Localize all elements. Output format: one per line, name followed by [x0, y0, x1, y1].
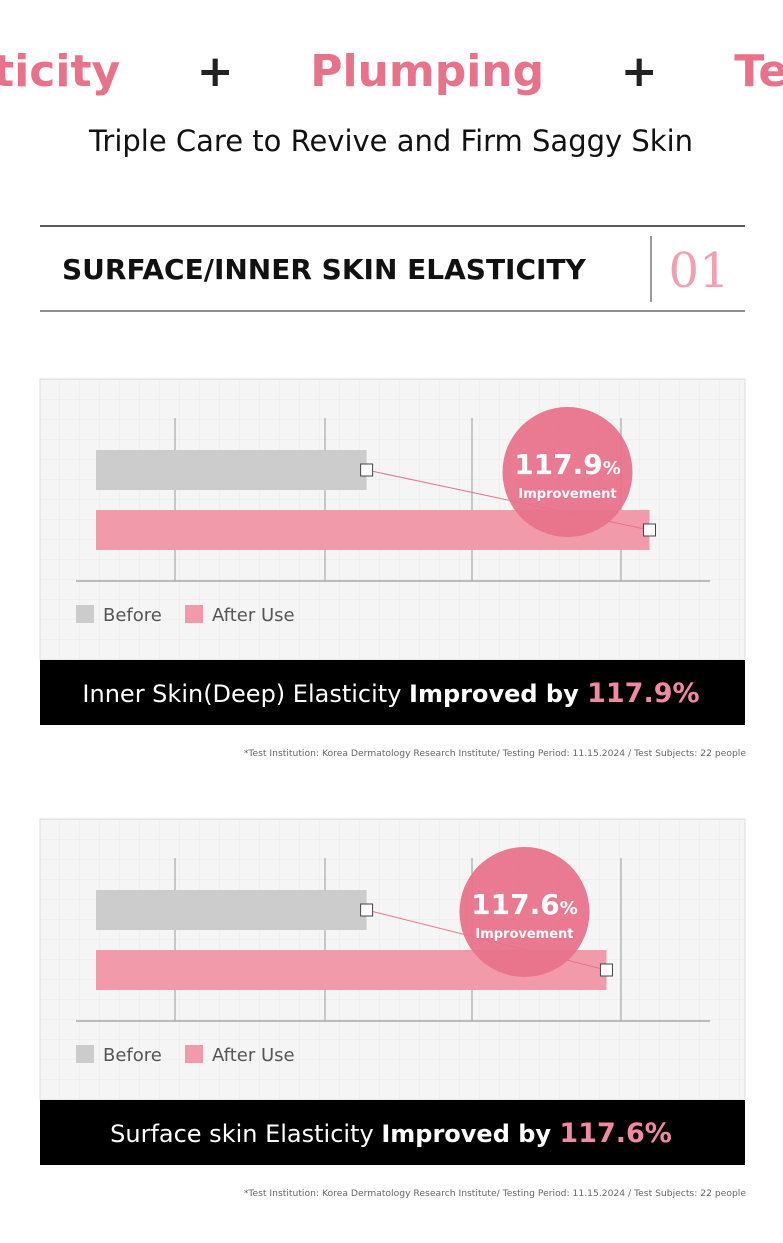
legend-swatch [76, 605, 94, 623]
callout-value: 117.9% [514, 448, 621, 481]
connector [366, 909, 607, 971]
callout-circle [459, 847, 590, 977]
title-part: Texture [734, 46, 783, 97]
title-part: Elasticity [0, 46, 120, 97]
end-marker [599, 963, 613, 977]
caption-bg [40, 660, 745, 725]
title-part: + [197, 46, 234, 97]
end-marker [360, 903, 374, 917]
caption-highlight: 117.6% [559, 1118, 671, 1149]
legend-label: After Use [212, 605, 295, 626]
section-number: 01 [668, 243, 729, 299]
subtitle: Triple Care to Revive and Firm Saggy Ski… [88, 124, 693, 158]
bar [96, 450, 367, 490]
callout-label: Improvement [518, 487, 616, 502]
legend-swatch [185, 605, 203, 623]
footnote: *Test Institution: Korea Dermatology Res… [244, 1188, 747, 1199]
connector [366, 469, 650, 531]
callout-unit: % [560, 898, 578, 919]
caption-bg [40, 1100, 745, 1165]
callout-label: Improvement [475, 927, 573, 942]
legend-label: Before [103, 605, 162, 626]
title: Elasticity + Plumping + Texture [0, 46, 783, 97]
end-marker [643, 523, 656, 537]
end-marker [360, 463, 374, 477]
legend-swatch [185, 1045, 203, 1063]
bar [96, 890, 367, 930]
callout-number: 117.9 [514, 448, 603, 481]
title-part: Plumping [310, 46, 544, 97]
caption-text: Improved by [381, 1120, 559, 1148]
caption: Inner Skin(Deep) Elasticity Improved by … [82, 678, 699, 709]
caption-text: Surface skin Elasticity [110, 1120, 381, 1148]
footnote: *Test Institution: Korea Dermatology Res… [244, 748, 747, 759]
legend-swatch [76, 1045, 94, 1063]
caption-text: Inner Skin(Deep) Elasticity [82, 680, 409, 708]
callout-value: 117.6% [471, 888, 578, 921]
callout-unit: % [603, 458, 621, 479]
legend-label: Before [103, 1045, 162, 1066]
title-part: + [621, 46, 658, 97]
section-title: SURFACE/INNER SKIN ELASTICITY [62, 253, 587, 286]
caption: Surface skin Elasticity Improved by 117.… [110, 1118, 672, 1149]
caption-highlight: 117.9% [587, 678, 699, 709]
caption-text: Improved by [409, 680, 587, 708]
legend-label: After Use [212, 1045, 295, 1066]
callout-number: 117.6 [471, 888, 560, 921]
callout-circle [502, 407, 633, 537]
